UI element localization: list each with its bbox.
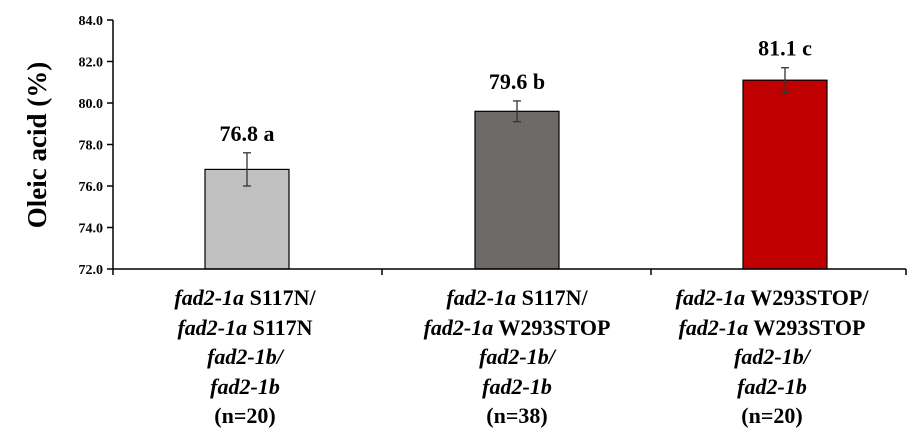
genotype-line: fad2-1b/ bbox=[479, 344, 555, 369]
genotype-rest: S117N/ bbox=[244, 285, 316, 310]
y-tick-label: 72.0 bbox=[79, 263, 104, 278]
sample-size: (n=20) bbox=[214, 403, 276, 428]
genotype-rest: W293STOP bbox=[748, 314, 866, 340]
x-axis-ticks bbox=[112, 269, 907, 275]
genotype-rest: W293STOP bbox=[493, 314, 611, 340]
y-tick-label: 76.0 bbox=[79, 180, 104, 195]
genotype-italic: fad2-1a bbox=[446, 285, 517, 310]
genotype-italic: fad2-1a bbox=[174, 285, 245, 310]
genotype-line: fad2-1b bbox=[482, 373, 552, 399]
genotype-italic: fad2-1a bbox=[675, 285, 746, 310]
genotype-line: fad2-1b bbox=[737, 373, 807, 399]
y-axis-ticks: 72.0 74.0 76.0 78.0 80.0 82.0 84.0 bbox=[79, 14, 113, 278]
genotype-rest: S117N bbox=[247, 314, 313, 340]
genotype-rest: W293STOP/ bbox=[745, 285, 869, 310]
category-label-3: fad2-1a W293STOP/ fad2-1a W293STOP fad2-… bbox=[637, 283, 907, 431]
data-label-2: 79.6 b bbox=[489, 69, 545, 94]
category-label-2: fad2-1a S117N/ fad2-1a W293STOP fad2-1b/… bbox=[382, 283, 652, 431]
y-axis-label: Oleic acid (%) bbox=[22, 62, 52, 228]
data-labels: 76.8 a 79.6 b 81.1 c bbox=[220, 36, 813, 146]
sample-size: (n=38) bbox=[486, 403, 548, 428]
data-label-1: 76.8 a bbox=[220, 121, 275, 146]
y-tick-label: 74.0 bbox=[79, 222, 104, 237]
genotype-italic: fad2-1a bbox=[177, 314, 248, 340]
y-tick-label: 78.0 bbox=[79, 139, 104, 154]
data-label-3: 81.1 c bbox=[758, 36, 812, 61]
category-label-1: fad2-1a S117N/ fad2-1a S117N fad2-1b/ fa… bbox=[110, 283, 380, 431]
error-bars bbox=[243, 67, 789, 187]
y-tick-label: 80.0 bbox=[79, 97, 104, 112]
sample-size: (n=20) bbox=[741, 403, 803, 428]
genotype-line: fad2-1b/ bbox=[734, 344, 810, 369]
genotype-italic: fad2-1a bbox=[423, 314, 494, 340]
y-tick-label: 82.0 bbox=[79, 56, 104, 71]
bar-3 bbox=[742, 79, 828, 270]
genotype-rest: S117N/ bbox=[516, 285, 588, 310]
genotype-line: fad2-1b bbox=[210, 373, 280, 399]
genotype-italic: fad2-1a bbox=[678, 314, 749, 340]
bars bbox=[204, 79, 828, 270]
genotype-line: fad2-1b/ bbox=[207, 344, 283, 369]
bar-2 bbox=[474, 110, 560, 270]
y-tick-label: 84.0 bbox=[79, 14, 104, 29]
